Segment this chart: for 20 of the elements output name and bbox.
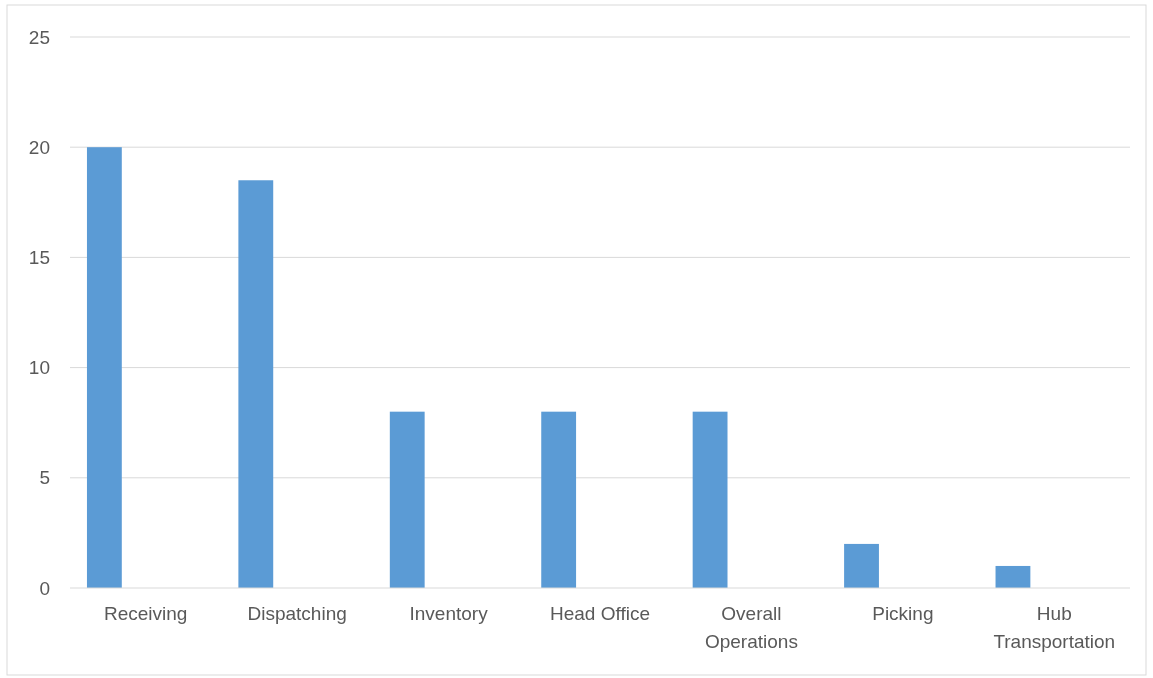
- bar: [86, 147, 122, 588]
- x-tick-label: Picking: [872, 603, 934, 624]
- x-tick-label: Inventory: [409, 603, 489, 624]
- y-tick-label: 15: [28, 247, 50, 269]
- y-tick-label: 0: [39, 577, 50, 599]
- bar: [238, 180, 274, 588]
- x-tick-label: Dispatching: [247, 603, 347, 624]
- y-tick-label: 25: [28, 26, 50, 48]
- x-tick-label: Head Office: [550, 603, 650, 624]
- x-tick-label: Hub Transportation: [993, 603, 1116, 652]
- y-tick-label: 10: [28, 357, 50, 379]
- y-tick-label: 20: [28, 136, 50, 158]
- y-tick-label: 5: [39, 467, 50, 489]
- bar: [541, 411, 577, 588]
- x-tick-label: Receiving: [104, 603, 188, 624]
- bar: [692, 411, 728, 588]
- bar: [995, 565, 1031, 588]
- x-tick-label: Overall Operations: [704, 603, 798, 652]
- bar: [389, 411, 425, 588]
- bar: [844, 543, 879, 588]
